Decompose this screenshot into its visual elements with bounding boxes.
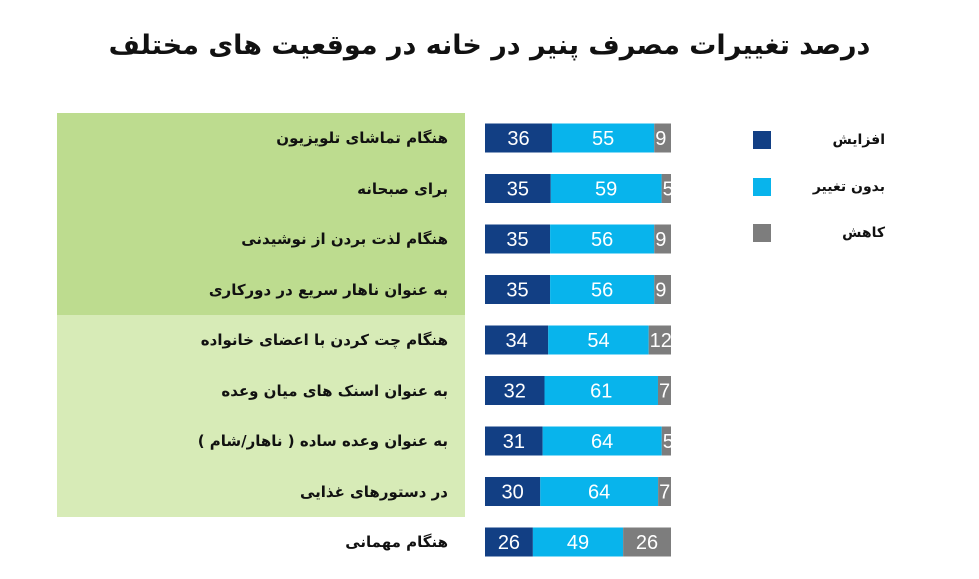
bar-segment <box>485 376 545 405</box>
bar-segment <box>551 123 655 153</box>
bar-value-label: 30 <box>501 482 523 504</box>
legend-swatch <box>753 224 771 242</box>
chart-title: درصد تغییرات مصرف پنیر در خانه در موقعیت… <box>108 30 871 61</box>
bar-value-label: 64 <box>591 431 613 453</box>
bar-value-label: 35 <box>507 179 529 201</box>
legend-label: کاهش <box>842 225 885 241</box>
bar-segment <box>623 527 671 557</box>
bar-value-label: 31 <box>503 431 525 453</box>
bar-value-label: 61 <box>590 381 612 403</box>
bar-segment <box>550 275 655 304</box>
band-group-bottom <box>57 314 465 517</box>
bar-segment <box>654 224 671 254</box>
bar-value-label: 55 <box>592 128 614 150</box>
bar-value-label: 7 <box>659 381 670 403</box>
category-label: هنگام مهمانی <box>345 533 448 551</box>
bar-value-label: 56 <box>591 229 613 251</box>
bar-value-label: 54 <box>587 330 609 352</box>
category-label: به عنوان اسنک های میان وعده <box>221 381 448 400</box>
band-group-top <box>57 112 465 315</box>
bar-value-label: 56 <box>591 280 613 302</box>
bar-value-label: 59 <box>595 179 617 201</box>
bar-segment <box>485 477 541 506</box>
bar-segment <box>532 527 624 557</box>
bar-value-label: 64 <box>588 482 610 504</box>
legend-swatch <box>753 131 771 149</box>
bar-segment <box>485 325 549 355</box>
category-label: هنگام چت کردن با اعضای خانواده <box>200 331 448 349</box>
bar-segment <box>654 123 671 153</box>
category-label: در دستورهای غذایی <box>299 482 448 501</box>
bar-segment <box>661 426 671 456</box>
bar-segment <box>485 527 533 557</box>
bar-value-label: 5 <box>663 179 674 201</box>
legend-swatch <box>753 178 771 196</box>
bar-segment <box>550 174 662 203</box>
bar-segment <box>485 174 551 203</box>
bar-value-label: 7 <box>659 482 670 504</box>
bar-segment <box>548 325 649 355</box>
bar-segment <box>658 477 671 506</box>
bar-segment <box>485 275 551 304</box>
bar-value-label: 32 <box>504 381 526 403</box>
category-label: به عنوان ناهار سریع در دورکاری <box>208 280 448 299</box>
bar-value-label: 36 <box>507 128 529 150</box>
bar-value-label: 9 <box>655 229 666 251</box>
bar-segment <box>657 376 671 405</box>
bar-value-label: 26 <box>498 532 520 554</box>
bar-segment <box>485 123 552 153</box>
bar-segment <box>654 275 671 304</box>
legend-label: افزایش <box>832 132 885 148</box>
bar-value-label: 9 <box>655 280 666 302</box>
category-label: به عنوان وعده ساده ( ناهار/شام ) <box>197 432 448 450</box>
bar-value-label: 5 <box>663 431 674 453</box>
bar-segment <box>648 325 671 355</box>
bar-value-label: 34 <box>505 330 527 352</box>
bar-value-label: 9 <box>655 128 666 150</box>
bar-value-label: 49 <box>567 532 589 554</box>
bar-segment <box>485 224 551 254</box>
bar-segment <box>544 376 658 405</box>
bar-segment <box>542 426 662 456</box>
category-label: هنگام تماشای تلویزیون <box>276 129 448 147</box>
category-label: هنگام لذت بردن از نوشیدنی <box>241 230 448 248</box>
bar-value-label: 35 <box>506 280 528 302</box>
bar-segment <box>540 477 659 506</box>
bar-value-label: 26 <box>636 532 658 554</box>
category-label: برای صبحانه <box>357 179 448 198</box>
bar-value-label: 12 <box>650 330 672 352</box>
bar-value-label: 35 <box>506 229 528 251</box>
bar-segment <box>485 426 543 456</box>
bar-segment <box>661 174 671 203</box>
legend-label: بدون تغییر <box>812 179 885 195</box>
bar-segment <box>550 224 655 254</box>
